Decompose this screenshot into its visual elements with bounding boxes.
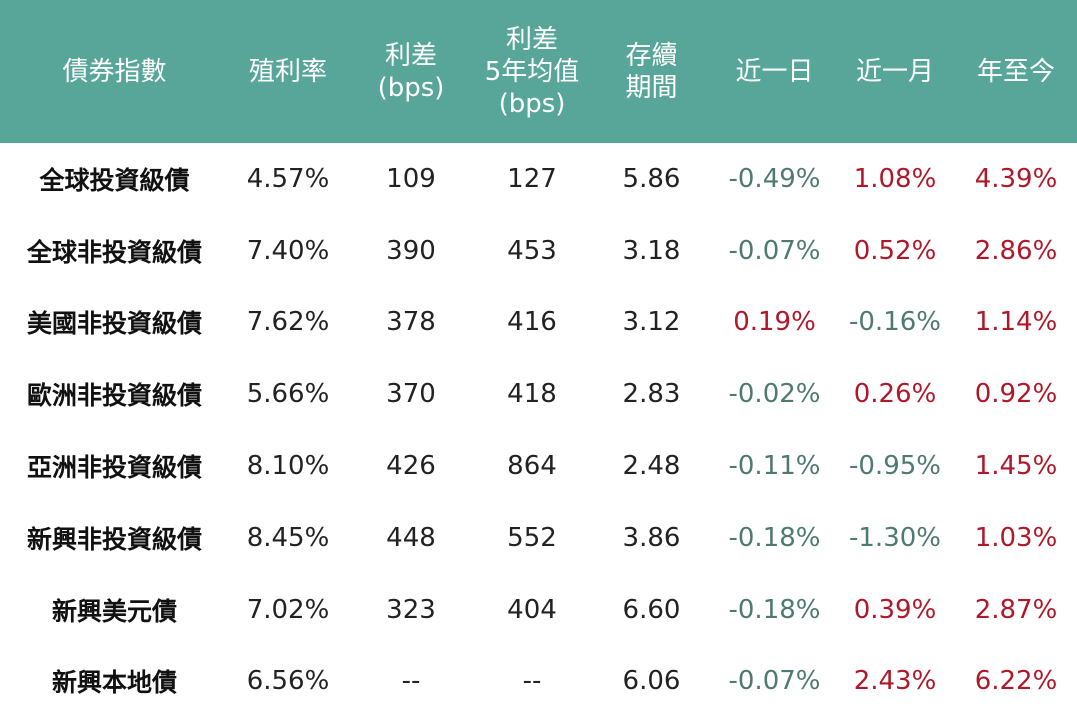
header-1-day: 近一日 [714,56,835,88]
header-duration-line2: 期間 [625,72,678,103]
table-header: 債券指數 殖利率 利差 (bps) 利差 5年均值 (bps) 存續 期間 近一… [0,0,1077,143]
duration-cell: 5.86 [622,163,681,194]
return-1-month-cell: 0.26% [853,379,937,410]
spread-avg-cell: 453 [507,235,557,266]
header-ytd: 年至今 [955,56,1077,88]
spread-cell: 378 [386,307,436,338]
table-row: 全球非投資級債 7.40% 390 453 3.18 -0.07% 0.52% 2.86% [0,215,1077,287]
return-1-month-cell: -1.30% [849,522,941,553]
duration-cell: 2.48 [622,451,681,482]
return-ytd-cell: 2.87% [974,594,1058,625]
bond-name-cell: 全球非投資級債 [26,237,202,267]
table-row: 美國非投資級債 7.62% 378 416 3.12 0.19% -0.16% 1.14% [0,287,1077,359]
yield-cell: 5.66% [246,379,330,410]
duration-cell: 2.83 [622,379,681,410]
return-1-day-cell: -0.18% [728,522,821,553]
return-ytd-cell: 1.14% [974,307,1058,338]
header-spread-line1: 利差 [384,40,437,71]
return-ytd-cell: 2.86% [974,235,1058,266]
return-1-day-cell: 0.19% [733,307,816,338]
duration-cell: 3.12 [622,307,681,338]
spread-cell: 109 [386,163,436,194]
return-1-month-cell: -0.95% [849,451,941,482]
header-spread-line2: (bps) [377,72,445,103]
spread-cell: 370 [386,379,436,410]
return-1-day-cell: -0.18% [728,594,821,625]
bond-name-cell: 全球投資級債 [39,165,190,195]
yield-cell: 4.57% [246,163,330,194]
spread-cell: 390 [386,235,436,266]
duration-cell: 6.06 [622,666,681,697]
duration-cell: 3.18 [622,235,681,266]
yield-cell: 8.10% [246,451,330,482]
bond-name-cell: 亞洲非投資級債 [26,453,202,483]
spread-cell: 426 [386,451,436,482]
spread-cell: -- [401,666,421,697]
header-bond-index-label: 債券指數 [62,56,167,87]
spread-cell: 323 [386,594,436,625]
return-ytd-cell: 6.22% [974,666,1058,697]
header-spread-5y-avg: 利差 5年均值 (bps) [475,24,589,120]
spread-avg-cell: 864 [507,451,557,482]
header-duration: 存續 期間 [589,40,714,104]
return-1-day-cell: -0.11% [728,451,821,482]
duration-cell: 3.86 [622,522,681,553]
return-1-month-cell: 2.43% [853,666,937,697]
header-yield: 殖利率 [229,56,347,88]
return-1-day-cell: -0.07% [728,235,821,266]
spread-avg-cell: 418 [507,379,557,410]
table-body: 全球投資級債 4.57% 109 127 5.86 -0.49% 1.08% 4.39% 全球非… [0,143,1077,717]
return-ytd-cell: 0.92% [974,379,1058,410]
spread-cell: 448 [386,522,436,553]
spread-avg-cell: 127 [507,163,557,194]
bond-name-cell: 新興美元債 [51,596,177,626]
header-spread-avg-line1: 利差 [505,24,558,55]
bond-name-cell: 新興本地債 [51,668,177,698]
table-row: 歐洲非投資級債 5.66% 370 418 2.83 -0.02% 0.26% 0.92% [0,358,1077,430]
header-1-month-label: 近一月 [855,56,934,87]
return-1-month-cell: 0.39% [853,594,937,625]
yield-cell: 6.56% [246,666,330,697]
header-1-day-label: 近一日 [735,56,814,87]
return-1-day-cell: -0.02% [728,379,821,410]
spread-avg-cell: 416 [507,307,557,338]
return-ytd-cell: 4.39% [974,163,1058,194]
return-1-month-cell: -0.16% [849,307,941,338]
yield-cell: 7.62% [246,307,330,338]
table-row: 新興非投資級債 8.45% 448 552 3.86 -0.18% -1.30% 1.03% [0,502,1077,574]
yield-cell: 7.02% [246,594,330,625]
header-spread-avg-line3: (bps) [498,88,566,119]
duration-cell: 6.60 [622,594,681,625]
bond-name-cell: 美國非投資級債 [26,309,202,339]
spread-avg-cell: -- [522,666,542,697]
yield-cell: 7.40% [246,235,330,266]
header-1-month: 近一月 [835,56,955,88]
bond-name-cell: 歐洲非投資級債 [26,381,202,411]
return-1-day-cell: -0.49% [728,163,821,194]
table-row: 新興本地債 6.56% -- -- 6.06 -0.07% 2.43% 6.22% [0,646,1077,718]
return-1-month-cell: 1.08% [853,163,937,194]
header-bond-index: 債券指數 [0,56,229,88]
table-row: 新興美元債 7.02% 323 404 6.60 -0.18% 0.39% 2.87% [0,574,1077,646]
return-1-month-cell: 0.52% [853,235,937,266]
yield-cell: 8.45% [246,522,330,553]
header-yield-label: 殖利率 [248,56,327,87]
header-duration-line1: 存續 [625,40,678,71]
header-ytd-label: 年至今 [976,56,1055,87]
header-spread-avg-line2: 5年均值 [484,56,580,87]
spread-avg-cell: 404 [507,594,557,625]
return-ytd-cell: 1.45% [974,451,1058,482]
header-spread: 利差 (bps) [347,40,475,104]
bond-name-cell: 新興非投資級債 [26,524,202,554]
return-1-day-cell: -0.07% [728,666,821,697]
table-row: 全球投資級債 4.57% 109 127 5.86 -0.49% 1.08% 4.39% [0,143,1077,215]
spread-avg-cell: 552 [507,522,557,553]
table-row: 亞洲非投資級債 8.10% 426 864 2.48 -0.11% -0.95% 1.45% [0,430,1077,502]
return-ytd-cell: 1.03% [974,522,1058,553]
